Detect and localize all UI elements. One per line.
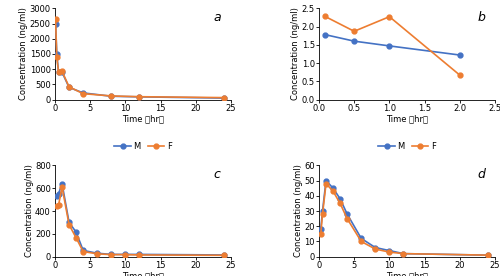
F [59,70,65,73]
F [66,85,72,89]
F [108,253,114,256]
M [320,209,326,213]
Y-axis label: Concentration (ng/ml): Concentration (ng/ml) [292,7,300,100]
M [54,52,60,55]
M [344,213,350,216]
M [337,197,343,200]
X-axis label: Time （hr）: Time （hr） [122,271,164,276]
F [73,236,79,240]
M [372,246,378,249]
F [94,252,100,256]
M [94,252,100,255]
M [136,95,142,99]
M [457,53,463,57]
Text: d: d [478,168,486,181]
Line: M: M [54,181,226,258]
M [52,22,59,25]
M [122,253,128,256]
F [386,250,392,254]
M [66,221,72,224]
M [386,44,392,47]
F [320,213,326,216]
M [56,192,62,196]
F [80,250,86,253]
F [221,96,227,99]
Legend: M, F: M, F [111,139,175,154]
F [318,232,324,235]
Line: F: F [54,185,226,258]
Legend: M, F: M, F [375,139,439,154]
M [59,71,65,74]
F [457,73,463,77]
F [372,247,378,251]
F [400,252,406,255]
F [136,95,142,98]
F [122,253,128,256]
M [386,249,392,252]
M [358,237,364,240]
Y-axis label: Concentration (ng/ml): Concentration (ng/ml) [24,164,34,258]
F [52,17,59,21]
M [73,230,79,234]
F [351,30,357,33]
F [337,202,343,205]
M [485,253,491,257]
M [59,182,65,185]
M [323,179,329,182]
F [221,254,227,257]
F [66,223,72,226]
Line: F: F [53,17,227,100]
Line: M: M [318,178,490,258]
F [386,15,392,18]
F [54,55,60,59]
Y-axis label: Concentration (ng/ml): Concentration (ng/ml) [294,164,303,258]
M [221,253,227,257]
F [80,92,86,95]
M [66,86,72,89]
F [54,205,60,208]
F [344,217,350,220]
M [56,71,62,74]
M [80,249,86,252]
M [351,39,357,43]
Line: F: F [318,181,490,258]
F [108,94,114,98]
Text: c: c [214,168,220,181]
M [54,195,60,198]
M [221,96,227,100]
Text: b: b [478,11,486,24]
Line: M: M [53,21,227,100]
F [56,70,62,73]
M [80,91,86,95]
X-axis label: Time （hr）: Time （hr） [386,271,428,276]
M [400,252,406,255]
Text: a: a [214,11,221,24]
M [322,33,328,36]
Line: F: F [322,14,462,78]
F [323,182,329,185]
F [330,190,336,193]
M [330,187,336,190]
F [322,15,328,18]
F [358,240,364,243]
F [485,253,491,257]
X-axis label: Time （hr）: Time （hr） [386,114,428,123]
Y-axis label: Concentration (ng/ml): Concentration (ng/ml) [20,7,28,100]
M [108,253,114,256]
M [318,228,324,231]
Line: M: M [322,32,462,57]
M [136,253,142,256]
F [136,253,142,257]
F [56,204,62,207]
X-axis label: Time （hr）: Time （hr） [122,114,164,123]
M [108,95,114,98]
F [59,185,65,189]
